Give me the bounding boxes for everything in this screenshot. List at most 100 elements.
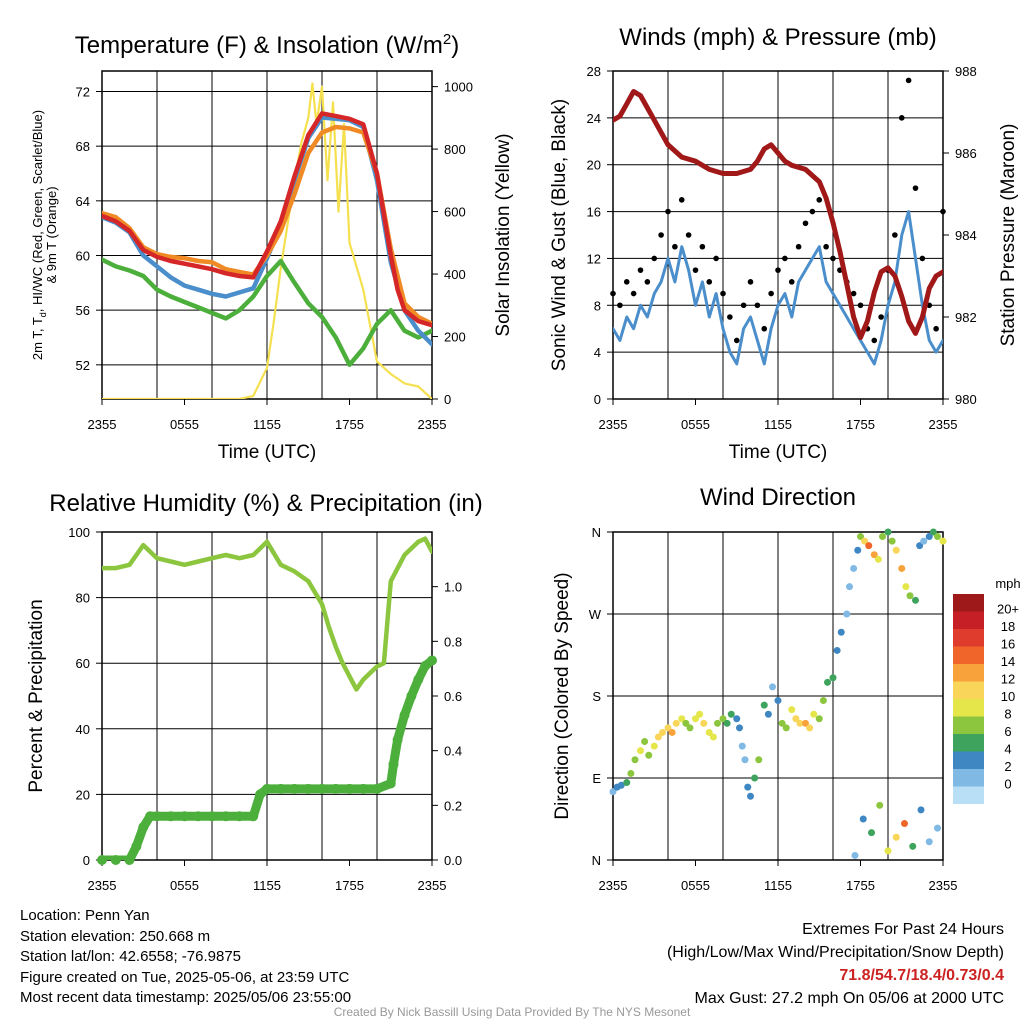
gust-point	[850, 290, 857, 297]
wind-direction-point	[865, 542, 873, 550]
direction-y-tick-label: N	[592, 853, 601, 868]
legend-label: 4	[1004, 742, 1011, 757]
legend-label: 10	[1001, 689, 1015, 704]
temperature-x-tick-label: 0555	[170, 417, 199, 432]
relative-humidity-line	[102, 536, 432, 692]
wind-direction-point	[796, 719, 804, 727]
wind-direction-point	[650, 742, 658, 750]
legend-swatch	[953, 646, 984, 664]
wind-direction-point	[898, 564, 906, 572]
wind-direction-point	[714, 719, 721, 727]
wind-direction-point	[744, 783, 752, 791]
direction-plot-frame	[612, 531, 944, 861]
wind-direction-point	[846, 583, 853, 591]
direction-y-tick-label: W	[589, 607, 602, 622]
precipitation-point	[255, 789, 266, 800]
winds-y2-tick-label: 984	[955, 228, 977, 243]
wind-direction-point	[916, 542, 924, 550]
wind-direction-point	[810, 710, 818, 718]
temperature-y2-tick-label: 600	[444, 205, 466, 220]
humidity-y-tick-label: 20	[76, 787, 90, 802]
wind-direction-point	[870, 551, 878, 559]
wind-direction-point	[623, 779, 631, 787]
dewpoint-line	[102, 257, 432, 368]
humidity-y2-tick-label: 0.4	[444, 744, 462, 759]
wind-direction-point	[617, 781, 625, 789]
gust-point	[706, 279, 713, 285]
precipitation-point	[413, 674, 424, 685]
precipitation-point	[275, 783, 286, 794]
location-text: Location: Penn Yan	[20, 907, 150, 924]
humidity-x-tick-label: 2355	[418, 878, 447, 893]
wind-direction-point	[884, 528, 892, 536]
direction-x-tick-label: 2355	[599, 878, 628, 893]
precipitation-point	[330, 783, 341, 794]
precipitation-point	[110, 855, 121, 865]
wind-direction-point	[747, 792, 754, 800]
humidity-y-tick-label: 80	[76, 591, 90, 606]
wind-direction-point	[815, 715, 823, 723]
wind-direction-point	[912, 596, 919, 604]
humidity-x-tick-label: 0555	[170, 878, 199, 893]
legend-label: 12	[1001, 672, 1015, 687]
credit-text: Created By Nick Bassill Using Data Provi…	[333, 1005, 691, 1019]
legend-swatch	[953, 629, 984, 647]
legend-swatch	[953, 751, 984, 769]
precipitation-point	[131, 841, 142, 852]
temperature-y2-tick-label: 0	[444, 392, 451, 407]
gust-point	[720, 290, 726, 297]
wind-direction-point	[778, 719, 786, 727]
precipitation-point	[427, 655, 437, 666]
winds-y2-tick-label: 982	[955, 310, 977, 325]
station-pressure-line	[613, 89, 943, 340]
humidity-y-tick-label: 100	[68, 525, 90, 540]
precipitation-point	[406, 691, 417, 701]
gust-point	[919, 255, 926, 262]
precipitation-point	[234, 811, 245, 822]
temperature-y-axis-label: 2m T, Td, HI/WC (Red, Green, Scarlet/Blu…	[30, 110, 48, 360]
precipitation-point	[193, 811, 204, 822]
wind-direction-point	[874, 555, 882, 563]
precipitation-point	[179, 811, 190, 822]
wind-direction-point	[700, 719, 708, 727]
wind-direction-point	[920, 537, 928, 545]
temperature-y-tick-label: 64	[76, 194, 90, 209]
legend-label: 14	[1001, 654, 1015, 669]
winds-y-tick-label: 12	[587, 251, 601, 266]
gust-point	[630, 290, 637, 297]
wind-direction-point	[627, 769, 635, 777]
gust-point	[617, 302, 623, 309]
wind-direction-y-axis-label: Direction (Colored By Speed)	[552, 572, 573, 819]
gust-point	[713, 255, 719, 262]
wind-direction-point	[738, 742, 746, 750]
legend-label: 2	[1004, 759, 1011, 774]
wind-direction-point	[659, 728, 666, 736]
legend-swatch	[953, 699, 984, 717]
gust-point	[795, 243, 802, 250]
wind-direction-point	[733, 715, 741, 723]
direction-y-tick-label: E	[592, 771, 601, 786]
elevation-text: Station elevation: 250.668 m	[20, 927, 211, 945]
gust-point	[637, 267, 644, 273]
direction-y-tick-label: N	[592, 525, 601, 540]
winds-x-tick-label: 2355	[599, 417, 628, 432]
wind-direction-point	[641, 738, 649, 746]
max-gust-text: Max Gust: 27.2 mph On 05/06 at 2000 UTC	[694, 990, 1005, 1007]
gust-point	[727, 314, 733, 320]
temperature-chart-title: Temperature (F) & Insolation (W/m2)	[75, 31, 459, 59]
wind-direction-point	[868, 829, 875, 837]
temperature-plot-frame	[101, 70, 433, 400]
humidity-y2-tick-label: 0.6	[444, 689, 462, 704]
precipitation-point	[207, 811, 217, 822]
wind-direction-point	[755, 756, 763, 764]
wind-direction-point	[876, 801, 884, 809]
winds-x-tick-label: 2355	[929, 417, 958, 432]
gust-point	[878, 314, 884, 320]
wind-direction-point	[819, 697, 827, 705]
temperature-y2-tick-label: 400	[444, 267, 466, 282]
wind-direction-point	[672, 719, 680, 727]
winds-x-tick-label: 1755	[846, 417, 875, 432]
wind-direction-point	[917, 806, 925, 814]
precipitation-point	[97, 855, 107, 865]
